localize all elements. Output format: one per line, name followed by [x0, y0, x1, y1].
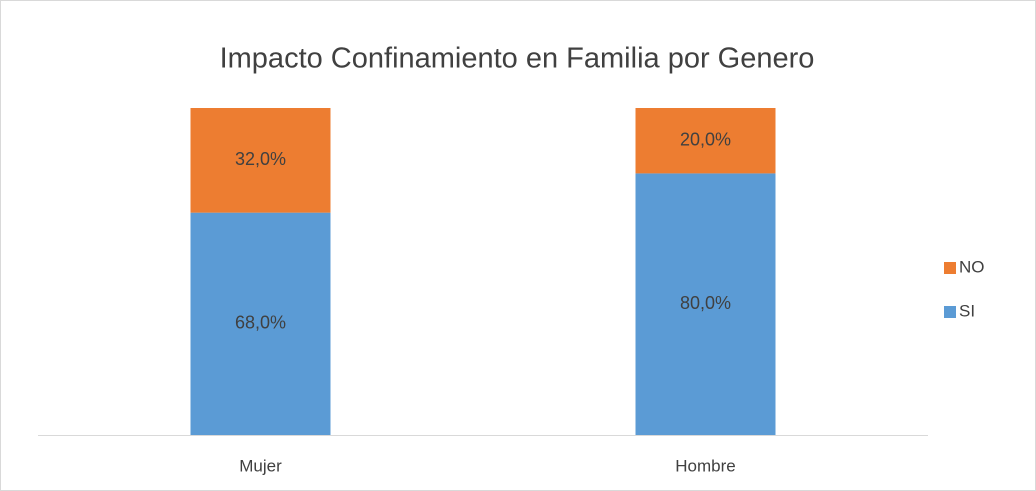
x-tick-label: Hombre	[675, 456, 735, 475]
bar-segment	[635, 108, 776, 174]
bar-segment	[635, 173, 776, 435]
bar-segment	[190, 108, 331, 213]
data-label: 68,0%	[235, 313, 286, 333]
legend-swatch	[944, 306, 956, 318]
data-label: 20,0%	[680, 129, 731, 149]
legend-label: SI	[959, 301, 975, 320]
data-label: 32,0%	[235, 149, 286, 169]
data-label: 80,0%	[680, 293, 731, 313]
legend-swatch	[944, 262, 956, 274]
bar-segment	[190, 212, 331, 435]
legend-label: NO	[959, 257, 985, 276]
chart-title: Impacto Confinamiento en Familia por Gen…	[220, 43, 815, 75]
x-tick-label: Mujer	[239, 456, 282, 475]
